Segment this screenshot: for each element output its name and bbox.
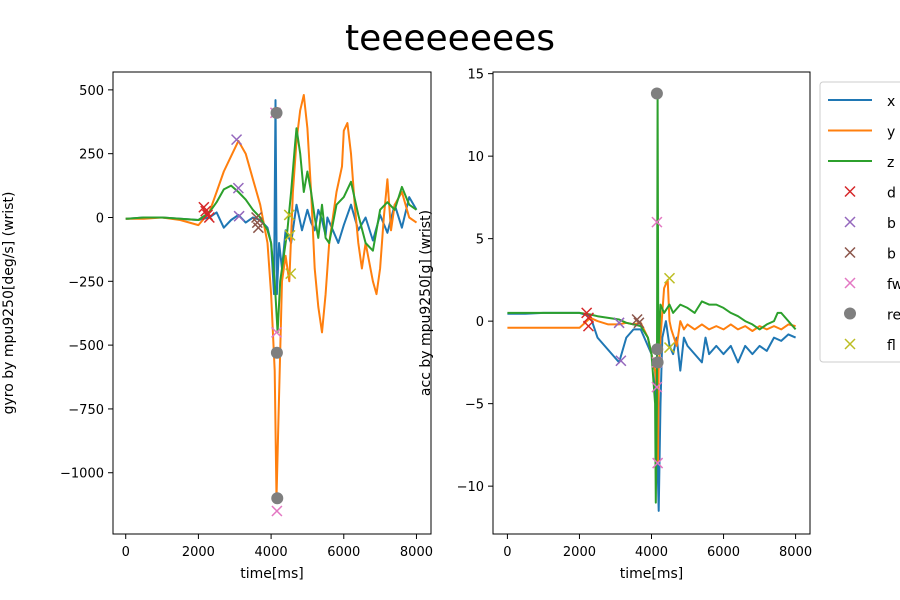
marker-re	[271, 492, 284, 505]
legend-entry-fw: fw	[844, 277, 900, 293]
marker-b2	[631, 313, 643, 326]
marker-b1	[613, 317, 625, 329]
marker-fw	[651, 216, 663, 228]
legend-label: b	[887, 216, 896, 232]
x-tick-label: 4000	[635, 545, 668, 560]
series-line-y	[125, 94, 418, 500]
marker-fl	[663, 272, 676, 284]
marker-b1	[231, 134, 243, 146]
legend-label: b	[887, 247, 896, 263]
x-tick-label: 2000	[182, 545, 215, 560]
marker-b1	[615, 355, 627, 367]
y-tick-label: −5	[465, 398, 484, 413]
x-tick-label: 4000	[255, 545, 288, 560]
y-tick-label: −10	[457, 480, 484, 495]
legend-label: y	[887, 125, 895, 141]
series-group	[507, 87, 797, 512]
y-tick-label: 5	[476, 233, 484, 248]
y-tick-label: −750	[68, 403, 104, 418]
series-line-x	[507, 311, 797, 512]
y-axis-label: gyro by mpu9250[deg/s] (wrist)	[1, 192, 17, 415]
y-tick-label: 500	[79, 84, 104, 99]
legend-entry-b2: b	[844, 247, 896, 263]
series-line-z	[125, 127, 418, 334]
legend-label: x	[887, 94, 895, 110]
marker-fl	[285, 268, 297, 280]
y-tick-label: 250	[79, 148, 104, 163]
legend-label: fl	[887, 338, 896, 354]
legend-entry-re: re	[844, 307, 900, 324]
legend-label: fw	[887, 277, 900, 293]
x-axis-label: time[ms]	[240, 566, 304, 582]
marker-re	[270, 346, 283, 359]
marker-b2	[252, 222, 264, 234]
y-tick-label: 15	[467, 68, 484, 83]
series-line-y	[507, 278, 796, 463]
marker-re	[270, 106, 283, 119]
legend-entry-x: x	[828, 94, 895, 110]
legend-entry-fl: fl	[844, 338, 896, 354]
y-tick-label: −250	[68, 275, 104, 290]
gyro-subplot: 0 2000 4000 6000 8000 500 250 0 −250 −500 −750 −100…	[1, 71, 433, 582]
y-tick-label: −500	[68, 339, 104, 354]
x-tick-label: 2000	[563, 545, 596, 560]
legend-entry-y: y	[828, 125, 895, 141]
y-tick-label: 0	[476, 315, 484, 330]
x-tick-label: 6000	[327, 545, 360, 560]
marker-re	[651, 356, 664, 369]
series-group	[125, 94, 418, 517]
marker-b1	[233, 210, 245, 222]
series-line-x	[125, 99, 418, 296]
marker-b1	[232, 182, 244, 194]
series-line-z	[507, 92, 797, 504]
x-tick-label: 8000	[779, 545, 812, 560]
legend-entry-z: z	[828, 155, 894, 171]
chart-title: teeeeeeees	[345, 18, 555, 59]
legend-label: z	[887, 155, 894, 171]
marker-d	[582, 320, 594, 332]
legend-label: d	[887, 186, 896, 202]
marker-fl	[663, 342, 676, 354]
marker-fw	[271, 326, 283, 338]
x-tick-label: 6000	[707, 545, 740, 560]
y-axis-label: acc by mpu9250[g] (wrist)	[418, 210, 434, 396]
legend-label: re	[887, 308, 900, 324]
legend-frame	[819, 81, 900, 363]
acc-subplot: 0 2000 4000 6000 8000 15 10 5 0 −5 −10 time[ms] acc …	[418, 68, 812, 582]
marker-re	[651, 343, 664, 356]
marker-fl	[283, 209, 295, 221]
axes-frame	[492, 71, 811, 535]
marker-fl	[284, 229, 296, 241]
x-axis-label: time[ms]	[620, 566, 684, 582]
x-tick-label: 0	[122, 545, 130, 560]
y-tick-label: −1000	[60, 467, 104, 482]
marker-fw	[652, 457, 664, 469]
axes-frame	[112, 71, 432, 535]
marker-b2	[633, 317, 645, 329]
marker-re	[650, 87, 663, 100]
legend-entry-d: d	[844, 186, 896, 202]
marker-fw	[651, 381, 663, 393]
marker-fw	[271, 505, 283, 517]
y-tick-label: 10	[467, 150, 484, 165]
x-tick-label: 0	[503, 545, 511, 560]
y-tick-label: 0	[96, 211, 104, 226]
legend-entry-b1: b	[844, 216, 896, 232]
marker-d	[203, 211, 215, 224]
x-tick-label: 8000	[400, 545, 433, 560]
marker-d	[582, 312, 594, 324]
